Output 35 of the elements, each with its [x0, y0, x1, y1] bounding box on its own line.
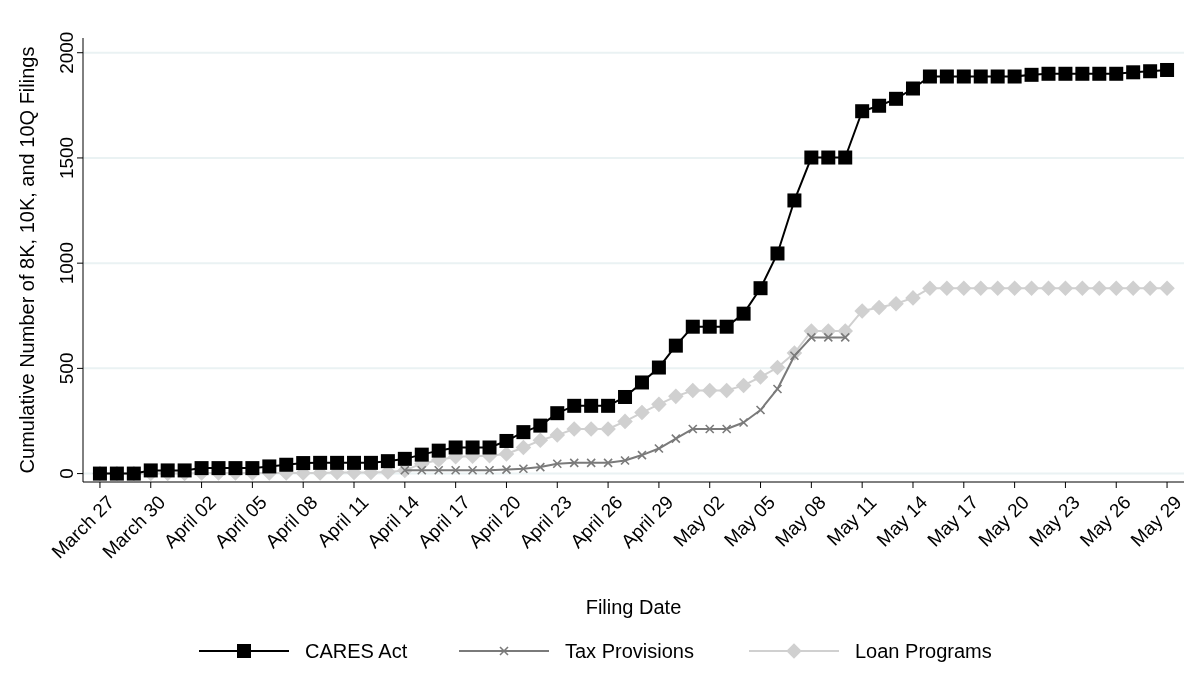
point: [704, 424, 715, 434]
point: [535, 462, 546, 472]
y-tick-label: 1000: [56, 242, 77, 285]
legend-label: Loan Programs: [855, 640, 992, 662]
point: [603, 458, 613, 468]
point: [738, 417, 749, 428]
y-tick-label: 0: [56, 468, 77, 479]
legend-label: Tax Provisions: [565, 640, 694, 662]
point: [687, 424, 698, 434]
y-axis-title: Cumulative Number of 8K, 10K, and 10Q Filings: [16, 46, 38, 474]
point: [620, 455, 630, 466]
point: [416, 465, 427, 476]
point: [840, 332, 851, 343]
point: [755, 405, 766, 415]
point: [772, 384, 783, 394]
x-axis-title: Filing Date: [585, 596, 682, 618]
point: [654, 443, 664, 454]
point: [467, 465, 478, 476]
point: [671, 433, 681, 444]
point: [806, 332, 817, 343]
point: [586, 458, 596, 468]
point: [721, 424, 732, 434]
point: [433, 465, 444, 476]
point: [552, 458, 563, 469]
point: [637, 450, 647, 460]
point: [450, 465, 461, 476]
point: [823, 332, 834, 343]
y-tick-label: 1500: [56, 136, 77, 180]
point: [484, 465, 495, 476]
y-tick-label: 2000: [56, 31, 77, 74]
point: [518, 463, 529, 474]
point: [501, 464, 512, 475]
point: [569, 458, 580, 468]
legend-label: CARES Act: [305, 640, 408, 662]
y-tick-label: 500: [56, 352, 77, 385]
